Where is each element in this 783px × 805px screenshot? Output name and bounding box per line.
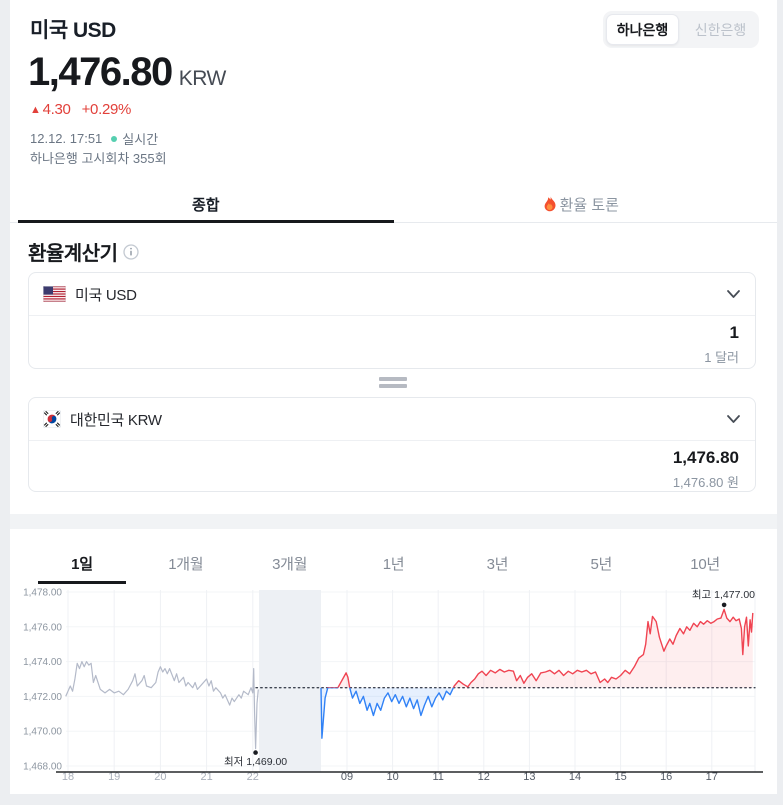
chart-range-tab-1[interactable]: 1개월 — [168, 556, 204, 573]
svg-text:최고 1,477.00: 최고 1,477.00 — [692, 589, 755, 601]
svg-text:최저 1,469.00: 최저 1,469.00 — [224, 756, 287, 768]
svg-text:1,470.00: 1,470.00 — [23, 727, 62, 738]
svg-text:14: 14 — [569, 771, 581, 783]
chevron-down-icon — [727, 290, 740, 298]
tab-discussion[interactable]: 환율 토론 — [394, 186, 770, 222]
tab-overview[interactable]: 종합 — [18, 186, 394, 223]
from-amount-block: 1 1 달러 — [29, 316, 755, 366]
svg-text:1,478.00: 1,478.00 — [23, 588, 62, 599]
us-flag-icon — [43, 286, 66, 302]
bank-toggle-hana[interactable]: 하나은행 — [606, 14, 679, 45]
exchange-rate-chart: 1,478.00 1,476.00 1,474.00 1,472.00 1,470.00… — [10, 586, 777, 793]
svg-text:1,474.00: 1,474.00 — [23, 657, 62, 668]
from-currency-label: 미국 USD — [75, 286, 137, 304]
swap-currencies-handle[interactable] — [379, 377, 407, 390]
svg-text:21: 21 — [200, 771, 212, 783]
svg-text:12: 12 — [478, 771, 490, 783]
rate-change: ▲ 4.30 +0.29% — [30, 101, 131, 118]
from-currency-selector[interactable]: 미국 USD — [29, 273, 755, 316]
up-triangle-icon: ▲ — [30, 103, 41, 116]
to-currency-selector[interactable]: 대한민국 KRW — [29, 398, 755, 441]
tab-discussion-label: 환율 토론 — [559, 196, 619, 214]
svg-text:1,476.00: 1,476.00 — [23, 622, 62, 633]
exchange-rate-widget: 미국 USD 하나은행 신한은행 1,476.80 KRW ▲ 4.30 +0.… — [10, 0, 777, 794]
section-divider — [10, 514, 777, 529]
flame-icon — [544, 196, 556, 212]
svg-text:20: 20 — [154, 771, 166, 783]
current-rate-value: 1,476.80 — [28, 50, 173, 94]
svg-text:15: 15 — [614, 771, 626, 783]
chevron-down-icon — [727, 415, 740, 423]
from-amount-unit: 1 달러 — [704, 350, 739, 365]
rate-change-percent: +0.29% — [81, 101, 132, 118]
svg-text:13: 13 — [523, 771, 535, 783]
svg-text:22: 22 — [247, 771, 259, 783]
calculator-heading: 환율계산기 — [28, 243, 118, 265]
svg-text:1,472.00: 1,472.00 — [23, 692, 62, 703]
timestamp: 12.12. 17:51 — [30, 131, 103, 146]
page-title: 미국 USD — [30, 19, 116, 42]
svg-text:09: 09 — [341, 771, 353, 783]
bank-notice: 하나은행 고시회차 355회 — [30, 151, 167, 166]
svg-text:10: 10 — [386, 771, 398, 783]
timestamp-row: 12.12. 17:51 실시간 — [30, 129, 158, 148]
to-currency-label: 대한민국 KRW — [70, 411, 162, 429]
chart-range-tab-3[interactable]: 1년 — [382, 556, 405, 573]
from-amount-input[interactable]: 1 — [729, 323, 739, 342]
svg-text:17: 17 — [706, 771, 718, 783]
to-amount-unit: 1,476.80 원 — [672, 475, 739, 490]
kr-flag-icon — [43, 410, 61, 428]
svg-text:19: 19 — [108, 771, 120, 783]
chart-range-tabs: 1일 1개월 3개월 1년 3년 5년 10년 — [10, 543, 777, 584]
rate-change-value: 4.30 — [42, 101, 71, 118]
bank-toggle: 하나은행 신한은행 — [603, 11, 759, 48]
calculator-heading-row: 환율계산기 — [28, 237, 139, 266]
bank-toggle-shinhan[interactable]: 신한은행 — [694, 21, 747, 38]
svg-text:16: 16 — [660, 771, 672, 783]
current-rate-unit: KRW — [178, 67, 227, 90]
chart-range-tab-0[interactable]: 1일 — [30, 543, 134, 584]
chart-range-tab-2[interactable]: 3개월 — [272, 556, 308, 573]
calculator-from-card: 미국 USD 1 1 달러 — [28, 272, 756, 369]
svg-text:1,468.00: 1,468.00 — [23, 762, 62, 773]
chart-range-tab-4[interactable]: 3년 — [486, 556, 509, 573]
to-amount-block: 1,476.80 1,476.80 원 — [29, 441, 755, 491]
tab-overview-label: 종합 — [191, 196, 220, 214]
realtime-dot-icon — [111, 135, 118, 142]
to-amount-value[interactable]: 1,476.80 — [672, 448, 739, 467]
chart-range-tab-5[interactable]: 5년 — [590, 556, 612, 573]
calculator-to-card: 대한민국 KRW 1,476.80 1,476.80 원 — [28, 397, 756, 492]
main-tabs: 종합 환율 토론 — [10, 186, 777, 223]
current-rate: 1,476.80 KRW — [28, 50, 226, 95]
realtime-label: 실시간 — [122, 132, 159, 147]
svg-text:11: 11 — [432, 771, 443, 783]
info-icon[interactable] — [122, 243, 139, 260]
chart-range-tab-6[interactable]: 10년 — [690, 556, 720, 573]
svg-text:18: 18 — [62, 771, 74, 783]
